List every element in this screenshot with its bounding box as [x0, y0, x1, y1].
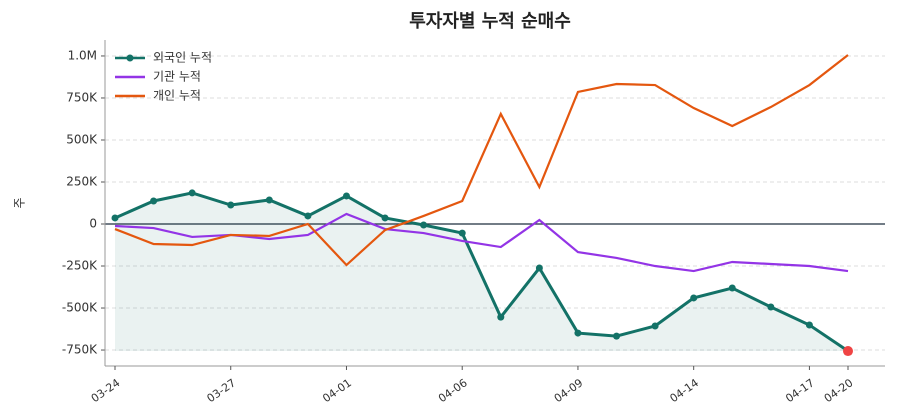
point-marker	[458, 229, 466, 237]
y-tick-label: 250K	[66, 174, 98, 188]
point-marker	[265, 196, 273, 204]
series-line	[114, 191, 849, 353]
x-tick-label: 04-14	[667, 376, 701, 405]
x-tick-label: 04-20	[822, 376, 856, 405]
point-marker	[574, 329, 582, 337]
point-marker	[843, 346, 853, 357]
point-marker	[728, 284, 736, 292]
y-tick-label: 500K	[66, 132, 98, 146]
point-marker	[535, 264, 543, 272]
x-tick-label: 04-09	[552, 376, 586, 405]
point-marker	[150, 197, 158, 205]
point-marker	[497, 313, 505, 321]
legend-marker	[126, 54, 134, 62]
legend-label: 외국인 누적	[153, 51, 212, 65]
y-tick-label: 0	[89, 217, 97, 231]
point-marker	[805, 321, 813, 329]
x-tick-label: 03-24	[89, 376, 123, 405]
y-tick-label: 750K	[66, 90, 98, 104]
point-marker	[651, 322, 659, 330]
point-marker	[767, 303, 775, 311]
point-marker	[304, 212, 312, 220]
area-fill	[115, 192, 848, 352]
chart-title: 투자자별 누적 순매수	[409, 11, 571, 32]
y-tick-label: 1.0M	[68, 48, 97, 62]
x-tick-label: 04-06	[436, 376, 470, 405]
point-marker	[188, 189, 196, 197]
y-tick-label: -750K	[62, 343, 98, 357]
point-marker	[227, 201, 235, 209]
x-tick-label: 04-17	[783, 376, 817, 405]
x-tick-label: 04-01	[320, 376, 354, 405]
y-axis-label: 주	[13, 197, 27, 208]
point-marker	[381, 214, 389, 222]
point-marker	[111, 214, 119, 222]
legend-label: 개인 누적	[153, 89, 201, 103]
legend-label: 기관 누적	[153, 70, 201, 84]
y-tick-label: -250K	[62, 259, 98, 273]
point-marker	[342, 192, 350, 200]
point-marker	[420, 221, 428, 229]
point-marker	[613, 332, 621, 340]
x-tick-label: 03-27	[205, 376, 239, 405]
point-marker	[690, 294, 698, 302]
series-line	[114, 54, 849, 267]
y-tick-label: -500K	[62, 301, 98, 315]
